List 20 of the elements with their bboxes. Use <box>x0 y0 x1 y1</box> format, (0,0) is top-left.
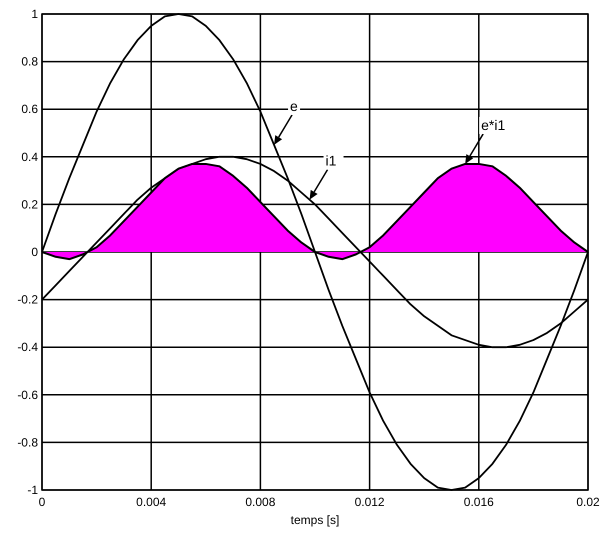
y-tick-label: -0.6 <box>17 388 38 402</box>
x-tick-label: 0.004 <box>136 495 167 509</box>
annotation: e*i1 <box>481 116 506 133</box>
x-tick-label: 0.02 <box>576 495 600 509</box>
x-tick-label: 0.016 <box>464 495 494 509</box>
annotation: i1 <box>326 152 337 169</box>
y-tick-label: 1 <box>31 7 38 21</box>
x-tick-label: 0.012 <box>354 495 385 509</box>
y-tick-label: 0.6 <box>21 102 38 116</box>
y-tick-label: -0.4 <box>17 340 38 354</box>
x-axis-title: temps [s] <box>290 513 340 527</box>
y-tick-label: -1 <box>27 483 38 497</box>
y-tick-label: -0.8 <box>17 435 38 450</box>
y-tick-label: -0.2 <box>17 292 38 307</box>
y-tick-label: 0 <box>31 245 38 259</box>
y-tick-label: 0.4 <box>21 150 38 164</box>
y-tick-label: 0.8 <box>21 54 38 69</box>
y-tick-label: 0.2 <box>21 197 38 212</box>
annotation: e <box>290 98 298 114</box>
x-tick-label: 0.008 <box>245 495 276 509</box>
